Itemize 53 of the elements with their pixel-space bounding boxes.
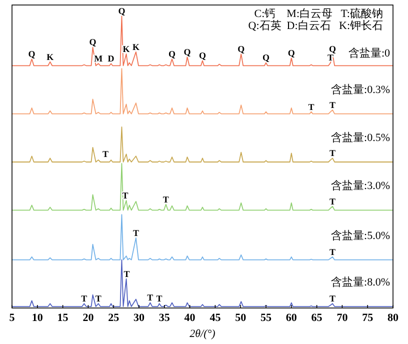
annotation: T xyxy=(81,294,88,304)
annotation: Q xyxy=(238,44,245,54)
annotation: T xyxy=(95,294,102,304)
annotation: Q xyxy=(262,52,270,63)
series-label: 含盐量:0 xyxy=(348,46,390,60)
x-tick-label: 40 xyxy=(184,312,196,324)
x-tick-label: 35 xyxy=(158,312,170,324)
x-tick-label: 75 xyxy=(362,312,374,324)
series-label: 含盐量:5.0% xyxy=(331,228,390,242)
annotation: T xyxy=(124,268,130,279)
x-tick-label: 10 xyxy=(32,312,44,324)
annotation: Q xyxy=(28,48,36,59)
series-label: 含盐量:0.3% xyxy=(331,82,390,96)
annotation: T xyxy=(147,292,154,303)
annotation: K xyxy=(132,42,140,52)
annotation: C:钙 M:白云母 T:硫酸钠 xyxy=(254,7,383,20)
x-tick-label: 50 xyxy=(235,312,247,324)
x-tick-label: 80 xyxy=(388,312,399,324)
x-tick-label: 20 xyxy=(82,312,94,324)
series-label: 含盐量:8.0% xyxy=(331,276,390,289)
annotation: T xyxy=(156,294,162,304)
x-tick-label: 15 xyxy=(57,312,69,324)
annotation: T xyxy=(308,102,314,112)
annotation: K xyxy=(46,52,54,62)
x-axis-title: 2θ/(°) xyxy=(190,328,216,340)
x-tick-label: 25 xyxy=(108,312,120,324)
annotation: Q xyxy=(329,44,336,54)
annotation: T xyxy=(102,149,108,160)
annotation: Q xyxy=(198,50,206,61)
annotation: Q xyxy=(288,48,295,58)
annotation: Q:石英 D:白云石 K:钾长石 xyxy=(248,19,383,32)
annotation: T xyxy=(330,246,336,257)
annotation: Q xyxy=(184,46,191,57)
series-label: 含盐量:3.0% xyxy=(331,179,390,192)
x-tick-label: 55 xyxy=(260,312,272,324)
annotation: T xyxy=(162,194,169,204)
x-tick-label: 45 xyxy=(210,312,222,324)
annotation: Q xyxy=(89,37,96,48)
x-tick-label: 30 xyxy=(134,312,145,324)
annotation: D xyxy=(108,54,115,64)
x-tick-label: 5 xyxy=(9,312,16,324)
annotation: K xyxy=(122,44,130,54)
annotation: T xyxy=(132,228,139,238)
x-tick-label: 70 xyxy=(336,312,348,324)
x-tick-label: 60 xyxy=(286,312,298,324)
annotation: T xyxy=(330,100,336,110)
annotation: T xyxy=(330,294,336,304)
annotation: Q xyxy=(168,48,176,59)
annotation: T xyxy=(330,196,336,206)
annotation: T xyxy=(330,148,336,158)
annotation: Q xyxy=(118,6,126,16)
x-tick-label: 65 xyxy=(311,312,323,324)
series-label: 含盐量:0.5% xyxy=(331,131,390,144)
